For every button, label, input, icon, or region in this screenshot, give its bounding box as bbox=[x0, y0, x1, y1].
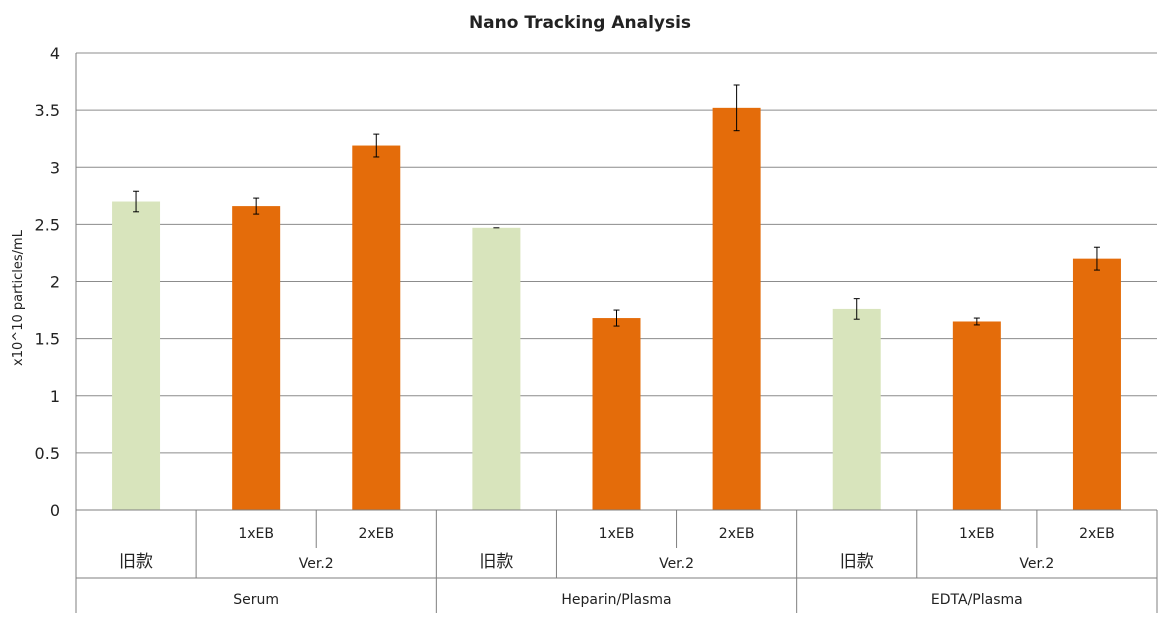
y-tick-label: 2.5 bbox=[35, 215, 60, 234]
bar bbox=[472, 227, 521, 511]
y-tick-label: 1 bbox=[50, 387, 60, 406]
category-label: 旧款 bbox=[119, 552, 153, 572]
category-label: 旧款 bbox=[479, 552, 513, 572]
y-axis-ticks: 0 0.5 1 1.5 2 2.5 3 3.5 4 bbox=[35, 44, 60, 520]
group-label: Heparin/Plasma bbox=[561, 592, 671, 608]
version-label: Ver.2 bbox=[299, 556, 334, 572]
category-label: 2xEB bbox=[358, 526, 394, 542]
category-label: 1xEB bbox=[238, 526, 274, 542]
category-label: 1xEB bbox=[959, 526, 995, 542]
category-label: 1xEB bbox=[599, 526, 635, 542]
bar bbox=[592, 318, 641, 510]
y-tick-label: 0 bbox=[50, 501, 60, 520]
category-label: 2xEB bbox=[1079, 526, 1115, 542]
y-tick-label: 1.5 bbox=[35, 330, 60, 349]
bar bbox=[712, 107, 761, 510]
bar bbox=[1072, 258, 1121, 510]
bar bbox=[232, 206, 281, 510]
category-label: 旧款 bbox=[840, 552, 874, 572]
group-label: Serum bbox=[233, 592, 279, 608]
group-label: EDTA/Plasma bbox=[931, 592, 1023, 608]
category-label: 2xEB bbox=[719, 526, 755, 542]
bar bbox=[952, 321, 1001, 510]
y-tick-label: 2 bbox=[50, 273, 60, 292]
bars bbox=[112, 107, 1121, 511]
error-bars bbox=[133, 84, 1100, 327]
version-label: Ver.2 bbox=[1019, 556, 1054, 572]
category-axis: 旧款 1xEB 2xEB Ver.2 Serum 旧款 1xEB 2xEB Ver.2 Hepar… bbox=[75, 53, 1158, 613]
bar bbox=[352, 145, 401, 511]
bar bbox=[112, 201, 161, 510]
bar bbox=[832, 308, 881, 510]
y-tick-label: 4 bbox=[50, 44, 60, 63]
y-axis-label: x10^10 particles/mL bbox=[11, 229, 26, 366]
chart-title: Nano Tracking Analysis bbox=[469, 13, 691, 33]
y-tick-label: 3 bbox=[50, 158, 60, 177]
y-tick-label: 0.5 bbox=[35, 444, 60, 463]
version-label: Ver.2 bbox=[659, 556, 694, 572]
y-tick-label: 3.5 bbox=[35, 101, 60, 120]
